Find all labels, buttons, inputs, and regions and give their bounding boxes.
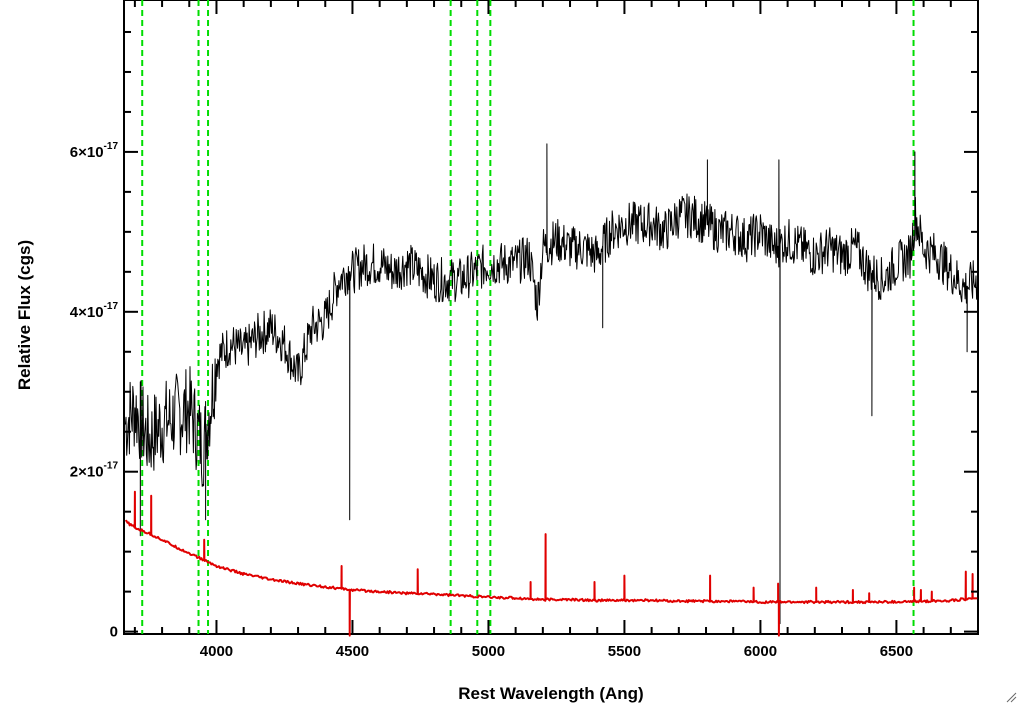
x-tick-label: 5500 [608,643,641,660]
model-spectrum-series [125,490,978,637]
resize-grip-icon[interactable] [1005,691,1017,703]
plot-frame [123,0,979,635]
x-axis-label: Rest Wavelength (Ang) [458,684,643,703]
x-tick-label: 5000 [472,643,505,660]
x-tick-label: 6500 [880,643,913,660]
series-layer [124,143,979,637]
y-axis-ticks: 0 2×10-17 4×10-17 6×10-17 [70,30,978,641]
reference-lines [141,0,915,634]
y-tick-label: 0 [110,624,118,641]
x-axis-ticks: 4000 4500 5000 5500 6000 6500 [133,0,979,660]
series-line [125,490,978,637]
y-axis-label: Relative Flux (cgs) [15,240,34,390]
x-tick-label: 4000 [200,643,233,660]
y-tick-label: 4×10-17 [70,301,119,321]
y-tick-label: 2×10-17 [70,461,119,481]
series-line [124,143,979,625]
observed-spectrum-series [124,143,979,625]
plot-area: 4000 4500 5000 5500 6000 6500 0 2×10-17 4×10-17… [70,0,979,660]
x-tick-label: 6000 [744,643,777,660]
x-tick-label: 4500 [336,643,369,660]
y-tick-label: 6×10-17 [70,141,119,161]
